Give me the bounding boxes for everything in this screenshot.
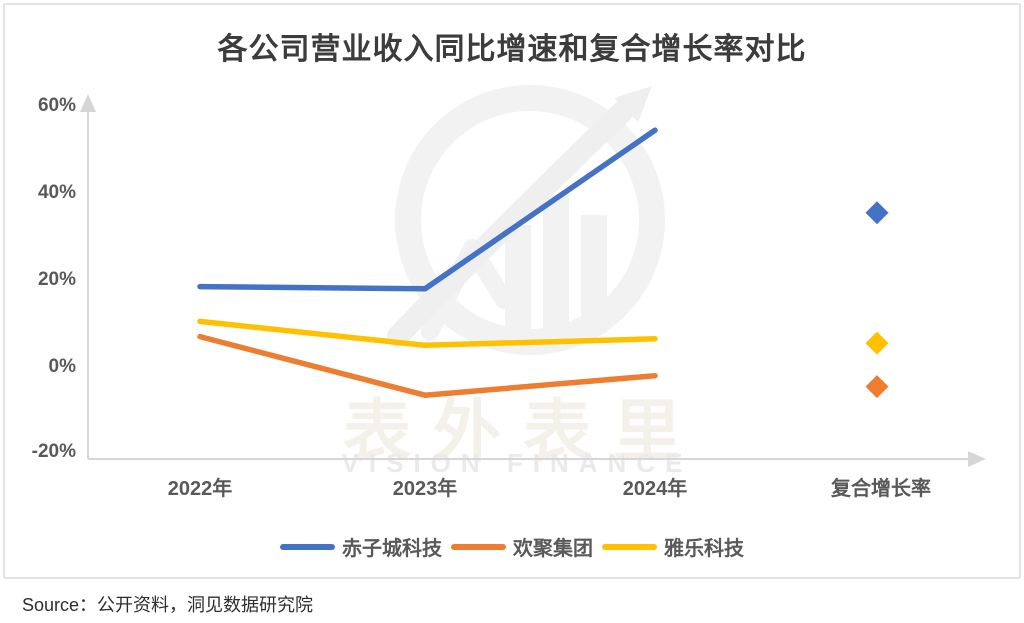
y-axis-label: 40%: [37, 182, 76, 203]
legend-item-yalla: 雅乐科技: [602, 532, 744, 561]
x-axis-label-cagr: 复合增长率: [831, 478, 931, 500]
legend-line-swatch-blue: [280, 543, 335, 550]
x-axis-label-2022: 2022年: [167, 478, 233, 500]
legend-item-chizicheng: 赤子城科技: [280, 532, 442, 561]
legend-line-swatch-yellow: [602, 543, 657, 550]
legend-label: 欢聚集团: [513, 538, 593, 560]
y-axis-label: 20%: [37, 269, 76, 290]
x-axis-label-2024: 2024年: [622, 478, 688, 500]
chart-title: 各公司营业收入同比增速和复合增长率对比: [217, 33, 807, 66]
source-note: Source：公开资料，洞见数据研究院: [22, 595, 314, 615]
legend-label: 雅乐科技: [664, 538, 744, 560]
legend-item-huanju: 欢聚集团: [451, 532, 593, 561]
legend-line-swatch-orange: [451, 543, 506, 550]
legend-label: 赤子城科技: [342, 538, 442, 560]
y-axis-label: 60%: [37, 95, 76, 116]
x-axis-label-2023: 2023年: [392, 478, 458, 500]
y-axis-label: 0%: [48, 356, 76, 377]
chart-legend: 赤子城科技 欢聚集团 雅乐科技: [0, 532, 1024, 561]
y-axis-label: -20%: [31, 441, 76, 462]
